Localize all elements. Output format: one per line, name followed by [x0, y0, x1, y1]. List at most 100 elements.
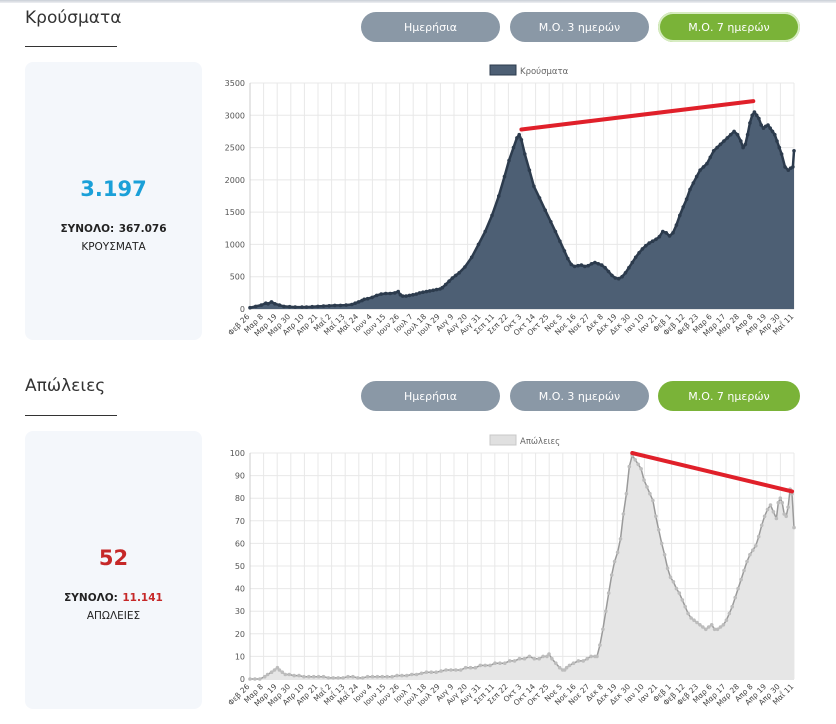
- data-point: [395, 673, 399, 678]
- data-point: [390, 674, 394, 679]
- data-point: [736, 586, 740, 591]
- data-point: [375, 674, 380, 679]
- data-point: [248, 677, 252, 681]
- data-point: [333, 303, 337, 308]
- data-point: [777, 145, 782, 150]
- data-point: [768, 126, 772, 130]
- legend-swatch: [489, 64, 517, 76]
- y-tick-label: 50: [235, 562, 245, 571]
- data-point: [374, 293, 379, 298]
- y-tick-label: 3000: [225, 111, 245, 120]
- data-point: [754, 113, 759, 118]
- series-area: [250, 112, 794, 309]
- ma7-button[interactable]: Μ.Ο. 7 ημερών: [658, 12, 800, 42]
- data-point: [302, 674, 306, 679]
- ma7-button[interactable]: Μ.Ο. 7 ημερών: [658, 381, 800, 411]
- data-point: [353, 301, 357, 305]
- data-point: [627, 464, 632, 469]
- data-point: [684, 197, 689, 201]
- data-point: [792, 525, 796, 530]
- data-point: [532, 184, 536, 189]
- legend-label: Κρούσματα: [520, 66, 569, 77]
- data-point: [779, 152, 784, 156]
- data-point: [321, 304, 326, 308]
- data-point: [356, 676, 360, 680]
- data-point: [583, 264, 587, 269]
- data-point: [517, 132, 521, 137]
- daily-button[interactable]: Ημερήσια: [361, 12, 500, 42]
- data-point: [419, 671, 424, 676]
- deaths-total-label: ΣΥΝΟΛΟ:: [64, 592, 118, 604]
- data-point: [627, 265, 631, 270]
- data-point: [745, 559, 749, 564]
- data-point: [691, 181, 696, 185]
- data-point: [612, 559, 617, 564]
- y-tick-label: 2000: [225, 176, 245, 185]
- data-point: [680, 598, 685, 602]
- data-point: [272, 668, 277, 672]
- data-point: [287, 672, 291, 677]
- data-point: [439, 669, 443, 673]
- ma3-button[interactable]: Μ.Ο. 3 ημερών: [510, 12, 649, 42]
- data-point: [522, 656, 527, 661]
- data-point: [751, 548, 755, 552]
- data-point: [537, 196, 542, 200]
- data-point: [586, 263, 590, 268]
- data-point: [287, 304, 292, 309]
- data-point: [776, 500, 781, 505]
- data-point: [515, 136, 519, 140]
- y-tick-label: 30: [235, 607, 245, 616]
- data-point: [786, 505, 790, 509]
- data-point: [701, 625, 705, 629]
- data-point: [409, 672, 414, 677]
- data-point: [712, 627, 717, 632]
- data-point: [709, 623, 714, 627]
- data-point: [688, 187, 692, 192]
- data-point: [784, 514, 788, 519]
- data-point: [748, 552, 752, 557]
- data-point: [762, 514, 767, 519]
- daily-button[interactable]: Ημερήσια: [361, 381, 500, 411]
- data-point: [674, 223, 679, 227]
- data-point: [654, 514, 658, 519]
- y-tick-label: 3500: [225, 79, 245, 88]
- data-point: [791, 165, 795, 169]
- data-point: [743, 142, 748, 147]
- data-point: [757, 116, 761, 121]
- data-point: [654, 237, 658, 242]
- data-point: [300, 305, 304, 309]
- data-point: [718, 625, 723, 629]
- data-point: [775, 139, 779, 143]
- data-point: [756, 534, 761, 539]
- data-point: [554, 661, 558, 665]
- data-point: [730, 604, 734, 609]
- data-point: [293, 305, 297, 309]
- data-point: [715, 145, 719, 150]
- data-point: [297, 673, 301, 678]
- trend-line: [519, 99, 756, 132]
- data-point: [269, 670, 274, 674]
- data-point: [637, 251, 641, 255]
- data-point: [564, 665, 569, 670]
- data-point: [258, 677, 262, 681]
- data-point: [727, 611, 732, 616]
- data-point: [497, 194, 501, 198]
- data-point: [708, 155, 713, 160]
- data-point: [400, 673, 404, 678]
- ma3-button[interactable]: Μ.Ο. 3 ημερών: [510, 381, 649, 411]
- data-point: [665, 566, 670, 571]
- data-point: [754, 543, 758, 548]
- data-point: [454, 668, 458, 672]
- data-point: [277, 668, 282, 672]
- data-point: [733, 595, 737, 600]
- data-point: [686, 611, 690, 616]
- data-point: [759, 123, 763, 127]
- data-point: [630, 260, 635, 265]
- data-point: [311, 674, 316, 679]
- data-point: [606, 269, 611, 274]
- data-point: [677, 591, 682, 595]
- data-point: [765, 507, 770, 512]
- data-point: [379, 292, 383, 296]
- data-point: [253, 304, 258, 309]
